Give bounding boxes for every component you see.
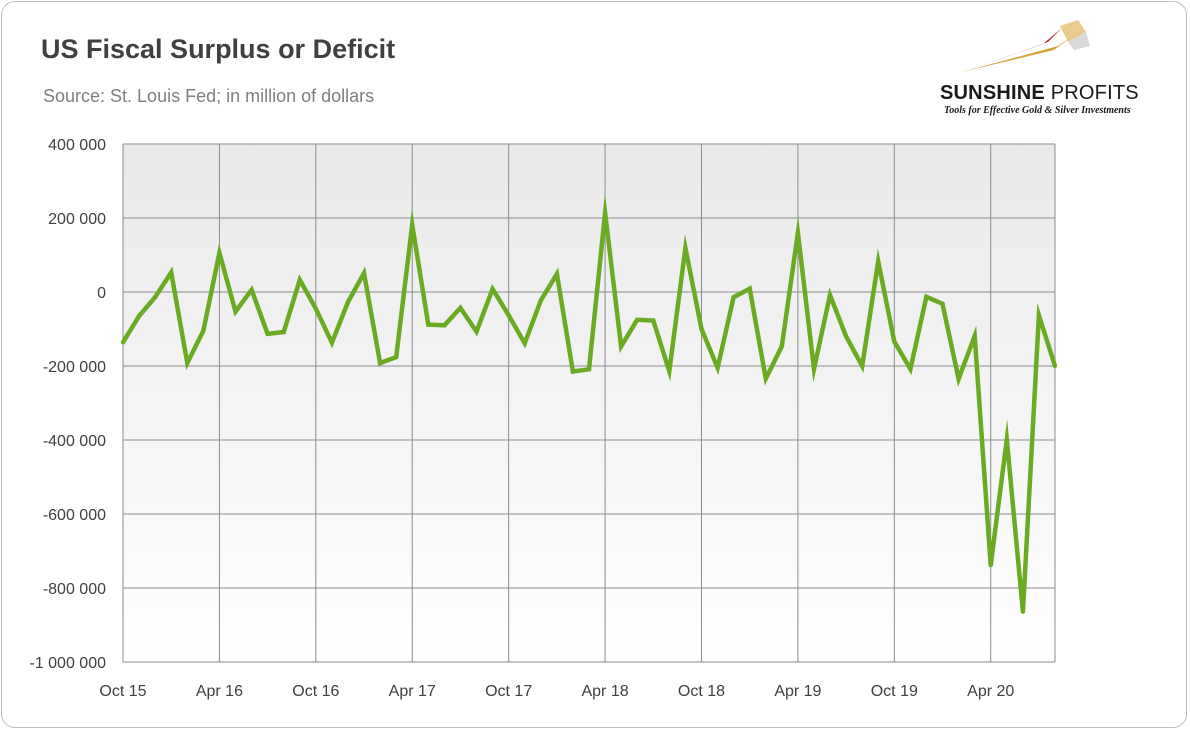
- y-gridlines: [123, 143, 1055, 663]
- y-tick-label: -400 000: [43, 433, 106, 450]
- data-point: [908, 366, 913, 372]
- logo-tagline: Tools for Effective Gold & Silver Invest…: [944, 105, 1131, 116]
- y-tick-label: 400 000: [48, 137, 106, 154]
- data-point: [538, 298, 543, 303]
- data-point: [860, 363, 865, 369]
- data-point: [731, 295, 736, 300]
- x-tick-label: Apr 20: [967, 683, 1014, 700]
- data-point: [811, 366, 817, 372]
- y-tick-label: 200 000: [48, 211, 106, 228]
- y-tick-label: -200 000: [43, 359, 106, 376]
- x-tick-label: Apr 19: [774, 683, 821, 700]
- data-point: [265, 331, 270, 336]
- data-point: [152, 295, 158, 300]
- data-point: [506, 313, 511, 318]
- chart-subtitle: Source: St. Louis Fed; in million of dol…: [43, 86, 375, 106]
- data-point: [602, 210, 608, 215]
- y-tick-label: -600 000: [43, 507, 106, 524]
- plot-area: [123, 144, 1055, 662]
- data-point: [667, 369, 672, 374]
- data-point: [618, 344, 624, 349]
- x-axis-labels: Oct 15 Apr 16 Oct 16 Apr 17 Oct 17 Apr 18 Oct …: [99, 683, 1014, 700]
- data-point: [779, 344, 784, 349]
- logo-swoosh-icon: [954, 20, 1090, 75]
- data-point: [1004, 437, 1009, 442]
- logo-name-bold: SUNSHINE: [940, 82, 1045, 104]
- data-point: [988, 562, 993, 568]
- x-tick-label: Oct 17: [485, 683, 532, 700]
- chart-title: US Fiscal Surplus or Deficit: [41, 34, 396, 64]
- x-tick-label: Oct 19: [871, 683, 918, 700]
- x-tick-label: Oct 18: [678, 683, 725, 700]
- data-point: [763, 376, 768, 381]
- data-point: [490, 286, 495, 292]
- sunshine-profits-logo: SUNSHINE PROFITS Tools for Effective Gol…: [928, 12, 1178, 120]
- data-point: [169, 270, 174, 275]
- data-point: [843, 334, 849, 339]
- data-point: [313, 306, 318, 311]
- x-tick-label: Oct 16: [292, 683, 339, 700]
- y-tick-label: -800 000: [43, 581, 106, 598]
- data-point: [217, 250, 222, 255]
- data-point: [281, 329, 286, 335]
- x-tick-label: Apr 16: [196, 683, 243, 700]
- data-point: [522, 341, 527, 346]
- data-point: [699, 326, 704, 332]
- data-point: [136, 313, 142, 319]
- data-point: [361, 270, 367, 276]
- data-point: [715, 365, 720, 371]
- logo-name: SUNSHINE PROFITS: [940, 82, 1139, 105]
- data-point: [410, 222, 415, 227]
- series-group: [120, 192, 1058, 614]
- data-point: [345, 299, 351, 305]
- data-point: [329, 340, 335, 345]
- data-point: [377, 360, 383, 366]
- data-point: [924, 294, 929, 299]
- data-point: [442, 323, 447, 328]
- data-point: [426, 322, 431, 327]
- data-point: [956, 376, 961, 382]
- data-point: [651, 318, 656, 323]
- data-point: [683, 245, 688, 251]
- data-point: [795, 230, 801, 235]
- logo-name-light: PROFITS: [1050, 82, 1139, 104]
- data-point: [876, 259, 881, 264]
- data-point: [635, 317, 640, 322]
- data-point: [233, 309, 238, 314]
- data-point: [120, 340, 126, 345]
- x-tick-label: Apr 18: [581, 683, 628, 700]
- data-point: [586, 367, 592, 372]
- data-point: [747, 286, 752, 291]
- data-point: [249, 287, 254, 292]
- data-point: [940, 301, 945, 306]
- data-point: [394, 354, 399, 360]
- x-tick-label: Apr 17: [389, 683, 436, 700]
- data-point: [297, 277, 302, 282]
- x-tick-label: Oct 15: [99, 683, 146, 700]
- data-point: [1036, 313, 1042, 318]
- y-axis-labels: 400 000 200 000 0 -200 000 -400 000 -600 000 -…: [29, 137, 106, 672]
- data-point: [185, 360, 190, 366]
- data-point: [892, 339, 897, 344]
- data-point: [972, 333, 977, 339]
- data-point: [458, 305, 463, 311]
- data-point: [1020, 609, 1026, 614]
- data-point: [474, 329, 479, 334]
- data-point: [827, 292, 833, 298]
- y-tick-label: 0: [97, 285, 106, 302]
- data-point: [201, 328, 206, 334]
- data-point: [570, 369, 576, 374]
- data-point: [1052, 363, 1058, 369]
- y-tick-label: -1 000 000: [29, 655, 106, 672]
- data-point: [554, 271, 560, 277]
